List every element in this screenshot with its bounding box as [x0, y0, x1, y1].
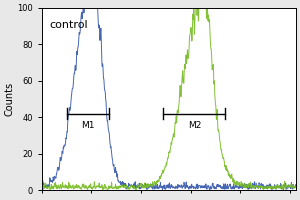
Text: M2: M2	[188, 121, 201, 130]
Text: control: control	[49, 20, 88, 30]
Y-axis label: Counts: Counts	[4, 82, 14, 116]
Text: M1: M1	[81, 121, 94, 130]
